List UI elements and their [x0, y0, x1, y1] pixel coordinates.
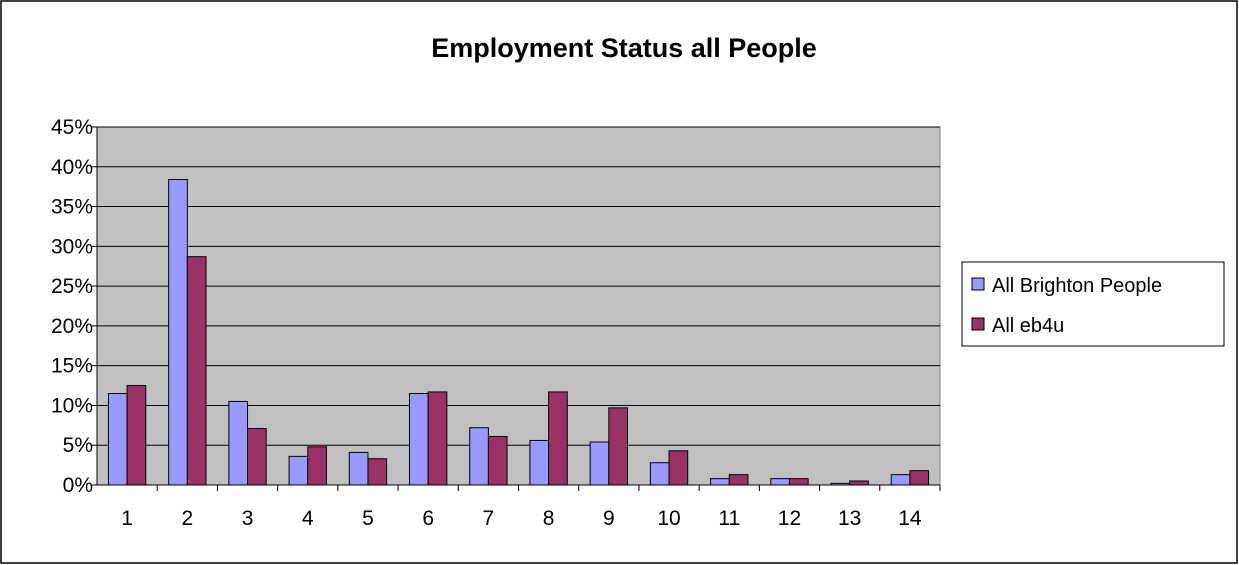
bar-series-1	[228, 400, 249, 486]
x-tick-label: 11	[718, 507, 740, 530]
legend-label-series-2: All eb4u	[992, 315, 1064, 337]
chart-title: Employment Status all People	[431, 33, 817, 63]
x-tick-label: 12	[778, 507, 801, 530]
bar-series-1	[288, 455, 309, 486]
x-tick-label: 10	[657, 507, 680, 530]
bar-series-2	[126, 385, 147, 486]
bar-series-1	[649, 462, 670, 486]
y-tick-label: 25%	[51, 275, 93, 298]
bar-series-1	[529, 439, 550, 486]
bar-series-1	[168, 179, 188, 486]
y-tick-label: 0%	[63, 474, 93, 497]
bar-series-1	[107, 393, 128, 486]
bar-series-2	[788, 478, 809, 486]
x-tick-label: 6	[422, 507, 434, 530]
x-tick-label: 1	[121, 507, 133, 530]
bar-series-2	[186, 256, 207, 486]
y-tick-label: 45%	[51, 116, 93, 139]
legend-swatch-series-1	[971, 277, 985, 291]
y-tick-label: 20%	[51, 315, 93, 338]
legend: All Brighton People All eb4u	[961, 261, 1225, 347]
bar-series-2	[427, 391, 448, 486]
bar-series-1	[409, 393, 429, 486]
legend-swatch-series-2	[971, 317, 985, 331]
x-tick-label: 13	[838, 507, 861, 530]
bar-series-1	[770, 478, 790, 486]
x-tick-label: 5	[362, 507, 374, 530]
y-tick-label: 15%	[51, 355, 93, 378]
bar-series-2	[728, 474, 749, 486]
x-tick-label: 9	[603, 507, 615, 530]
y-tick-label: 5%	[63, 434, 93, 457]
bar-series-2	[909, 470, 930, 486]
bar-series-1	[469, 427, 489, 486]
legend-label-series-1: All Brighton People	[992, 275, 1162, 297]
y-tick-label: 35%	[51, 196, 93, 219]
plot-area	[96, 126, 941, 486]
x-tick-label: 7	[483, 507, 495, 530]
bar-series-2	[367, 458, 388, 486]
legend-box	[961, 261, 1225, 347]
bar-series-2	[668, 450, 689, 486]
x-tick-label: 4	[302, 507, 314, 530]
bar-series-2	[548, 391, 568, 486]
x-axis-ticks: 1 2 3 4 5 6 7 8 9 10 11 12 13 14	[121, 485, 941, 530]
y-tick-label: 10%	[51, 394, 93, 417]
bar-series-2	[487, 435, 508, 486]
bar-series-1	[348, 451, 369, 486]
bar-series-2	[247, 428, 267, 486]
x-tick-label: 3	[242, 507, 254, 530]
bars	[107, 179, 930, 486]
y-tick-label: 30%	[51, 235, 93, 258]
bar-series-2	[849, 480, 869, 486]
y-tick-label: 40%	[51, 156, 93, 179]
y-axis-ticks: 0% 5% 10% 15% 20% 25% 30% 35% 40% 45%	[51, 116, 97, 497]
bar-series-1	[710, 478, 730, 486]
x-tick-label: 2	[181, 507, 193, 530]
bar-series-1	[589, 441, 610, 486]
x-tick-label: 8	[543, 507, 555, 530]
x-tick-label: 14	[898, 507, 922, 530]
bar-series-1	[890, 474, 911, 486]
bar-series-2	[608, 407, 628, 486]
bar-series-2	[307, 446, 327, 486]
